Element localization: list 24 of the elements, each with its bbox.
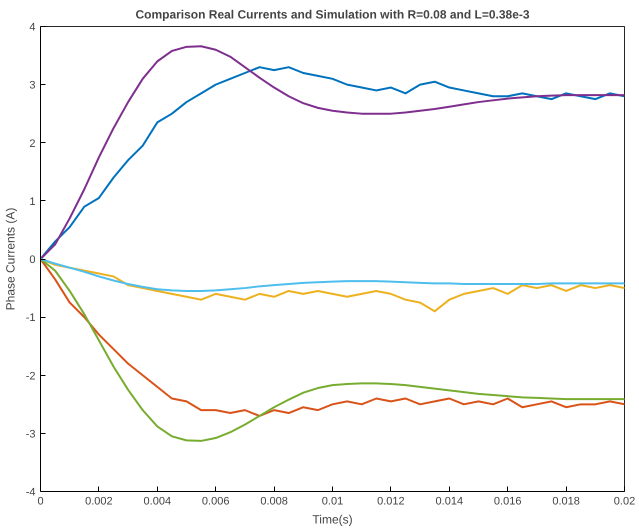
x-tick-label: 0.014	[436, 496, 464, 508]
y-tick-label: 4	[29, 22, 36, 34]
x-tick-label: 0.004	[144, 496, 172, 508]
x-tick-label: 0.02	[614, 496, 636, 508]
y-tick-label: -1	[26, 312, 36, 324]
x-tick-label: 0.006	[202, 496, 230, 508]
y-tick-label: 1	[29, 196, 36, 208]
x-tick-label: 0.002	[85, 496, 113, 508]
x-tick-label: 0.016	[494, 496, 522, 508]
x-axis-title: Time(s)	[312, 512, 353, 526]
y-tick-label: 3	[29, 80, 36, 92]
y-axis-title: Phase Currents (A)	[4, 208, 18, 310]
line-series	[40, 258, 624, 292]
x-tick-label: 0.018	[552, 496, 580, 508]
x-tick-label: 0	[37, 496, 44, 508]
x-tick-label: 0.01	[322, 496, 344, 508]
y-tick-label: 2	[29, 138, 36, 150]
x-tick-label: 0.012	[377, 496, 405, 508]
y-tick-label: -4	[26, 486, 36, 498]
y-tick-label: -2	[26, 370, 36, 382]
y-tick-label: -3	[26, 428, 36, 440]
x-tick-label: 0.008	[260, 496, 288, 508]
chart-title: Comparison Real Currents and Simulation with R=0.08 and L=0.38e-3	[135, 8, 530, 22]
y-tick-label: 0	[29, 254, 36, 266]
